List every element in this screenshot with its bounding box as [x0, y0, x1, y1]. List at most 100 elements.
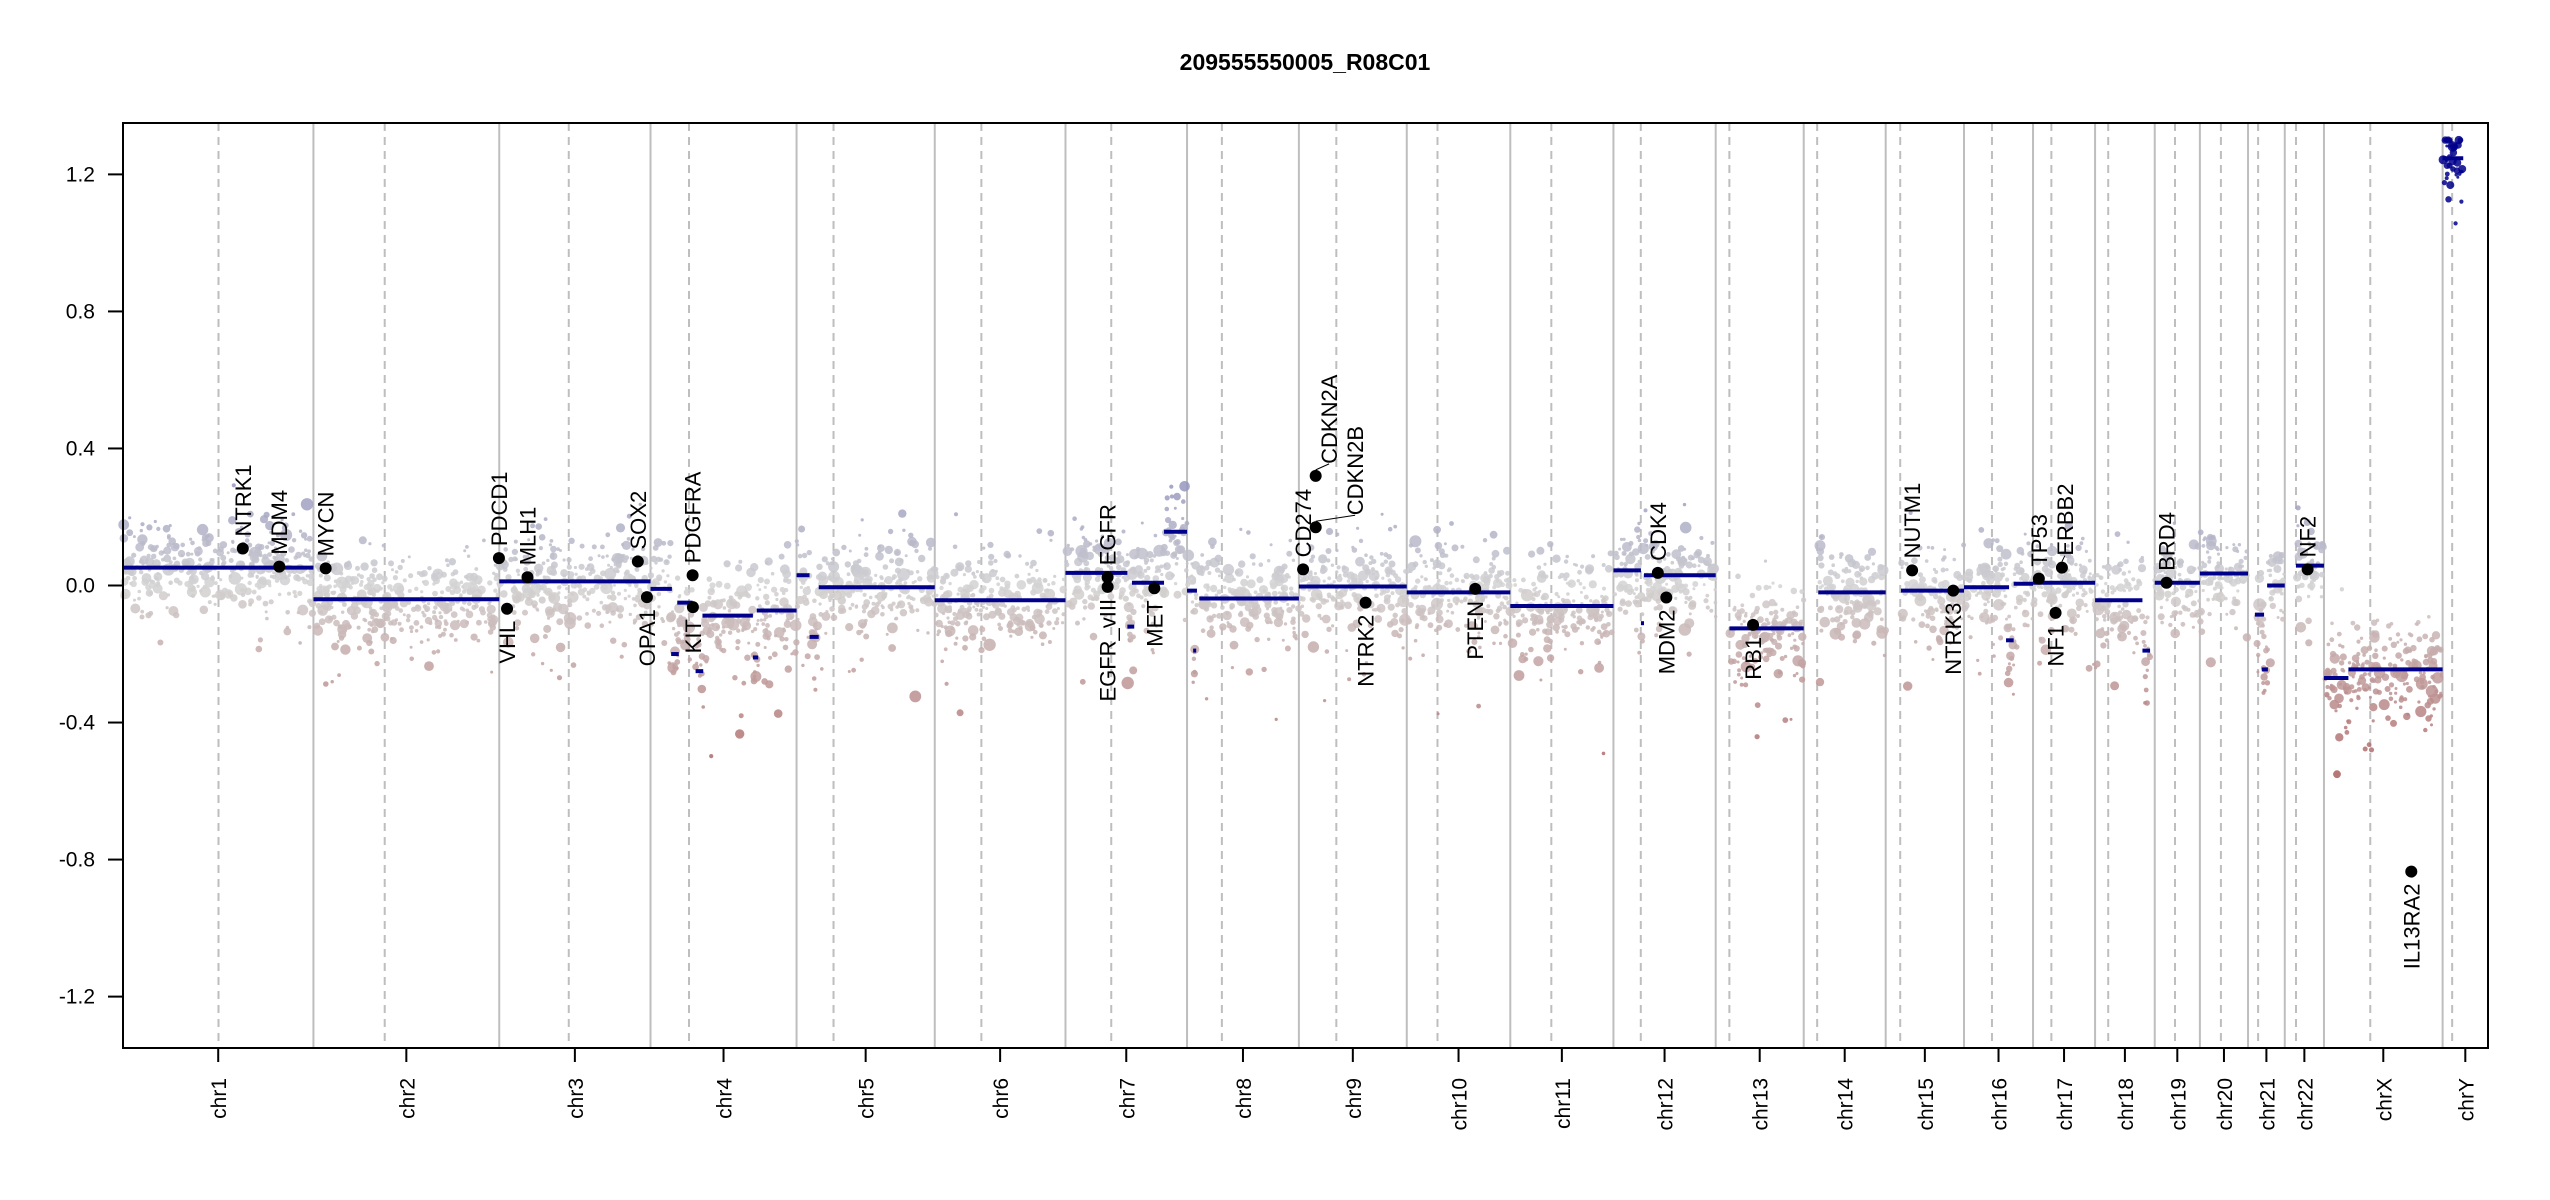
probe-point [346, 608, 351, 612]
probe-point [854, 605, 859, 609]
probe-point [2131, 577, 2136, 582]
gene-label: ERBB2 [2053, 484, 2078, 556]
probe-point [1520, 613, 1525, 618]
probe-point [829, 561, 834, 566]
probe-point [1169, 484, 1174, 489]
probe-point [1226, 621, 1230, 625]
probe-point [971, 572, 976, 576]
probe-point [2018, 567, 2025, 575]
probe-point [1134, 565, 1144, 574]
probe-point [1594, 618, 1599, 623]
probe-point [874, 573, 878, 578]
probe-point [998, 612, 1006, 620]
probe-point [1800, 663, 1806, 669]
probe-point [2194, 542, 2202, 550]
gene-dot [521, 571, 534, 584]
probe-point [305, 552, 311, 559]
probe-point [1003, 604, 1007, 608]
probe-point [1759, 651, 1764, 655]
probe-point [2444, 171, 2450, 177]
probe-point [1764, 617, 1769, 622]
probe-point [2388, 637, 2393, 641]
probe-point [2132, 651, 2136, 655]
probe-point [1991, 642, 1995, 647]
probe-point [1545, 610, 1550, 615]
probe-point [1540, 595, 1546, 601]
probe-point [1407, 602, 1414, 608]
probe-point [805, 597, 809, 602]
probe-point [1834, 616, 1841, 623]
chromosome-label: chr20 [2214, 1078, 2237, 1131]
probe-point [523, 566, 529, 572]
probe-point [1594, 663, 1604, 673]
probe-point [891, 574, 897, 580]
probe-point [213, 602, 217, 606]
probe-point [1325, 527, 1334, 536]
probe-point [1369, 555, 1374, 560]
probe-point [899, 609, 908, 617]
probe-point [956, 709, 964, 717]
probe-point [391, 568, 394, 572]
probe-point [295, 576, 302, 582]
probe-point [163, 554, 172, 563]
probe-point [1628, 540, 1634, 546]
probe-point [2432, 707, 2436, 711]
probe-point [631, 547, 635, 551]
probe-point [2087, 576, 2092, 581]
probe-point [2330, 686, 2338, 694]
probe-point [2236, 574, 2240, 578]
probe-point [1476, 616, 1481, 620]
y-axis: -1.2-0.8-0.40.00.40.81.2 [59, 163, 124, 1009]
probe-point [538, 534, 546, 541]
probe-point [1061, 621, 1065, 625]
probe-point [483, 620, 488, 624]
probe-point [220, 554, 227, 561]
probe-point [696, 637, 701, 642]
probe-point [940, 578, 946, 584]
probe-point [277, 592, 282, 597]
probe-point [272, 555, 277, 560]
probe-point [617, 591, 621, 596]
probe-point [1140, 521, 1144, 525]
probe-point [954, 620, 961, 627]
probe-point [265, 616, 269, 621]
probe-point [1222, 610, 1232, 621]
probe-point [605, 554, 609, 558]
probe-point [2359, 636, 2364, 640]
probe-point [1937, 597, 1946, 606]
probe-point [2329, 637, 2335, 643]
probe-point [132, 575, 138, 581]
probe-point [1374, 615, 1383, 623]
probe-point [2330, 621, 2334, 626]
probe-point [1173, 581, 1178, 586]
probe-point [2063, 590, 2070, 596]
x-axis: chr1 chr2 chr3 chr4 chr5 chr6 chr7 chr8 chr9 chr1… [208, 1048, 2478, 1131]
probe-point [1184, 568, 1189, 573]
probe-point [846, 572, 851, 577]
probe-point [817, 571, 828, 581]
probe-point [267, 552, 272, 557]
probe-point [453, 638, 458, 642]
probe-point [1239, 527, 1243, 532]
probe-point [2216, 552, 2221, 556]
probe-point [1027, 579, 1033, 585]
probe-point [213, 594, 217, 598]
probe-point [1790, 587, 1798, 595]
probe-point [2104, 630, 2110, 637]
probe-point [1284, 645, 1291, 652]
probe-point [443, 627, 447, 632]
probe-point [478, 606, 485, 613]
probe-point [2364, 688, 2368, 692]
probe-point [570, 582, 577, 589]
probe-point [312, 625, 324, 636]
probe-point [413, 620, 420, 626]
probe-point [2256, 652, 2261, 658]
probe-point [2033, 557, 2042, 566]
probe-point [1997, 561, 2003, 568]
probe-point [1292, 630, 1296, 635]
probe-point [1027, 572, 1031, 576]
probe-point [1747, 632, 1752, 637]
probe-point [1929, 615, 1936, 622]
probe-point [420, 590, 424, 594]
probe-point [1164, 506, 1170, 512]
